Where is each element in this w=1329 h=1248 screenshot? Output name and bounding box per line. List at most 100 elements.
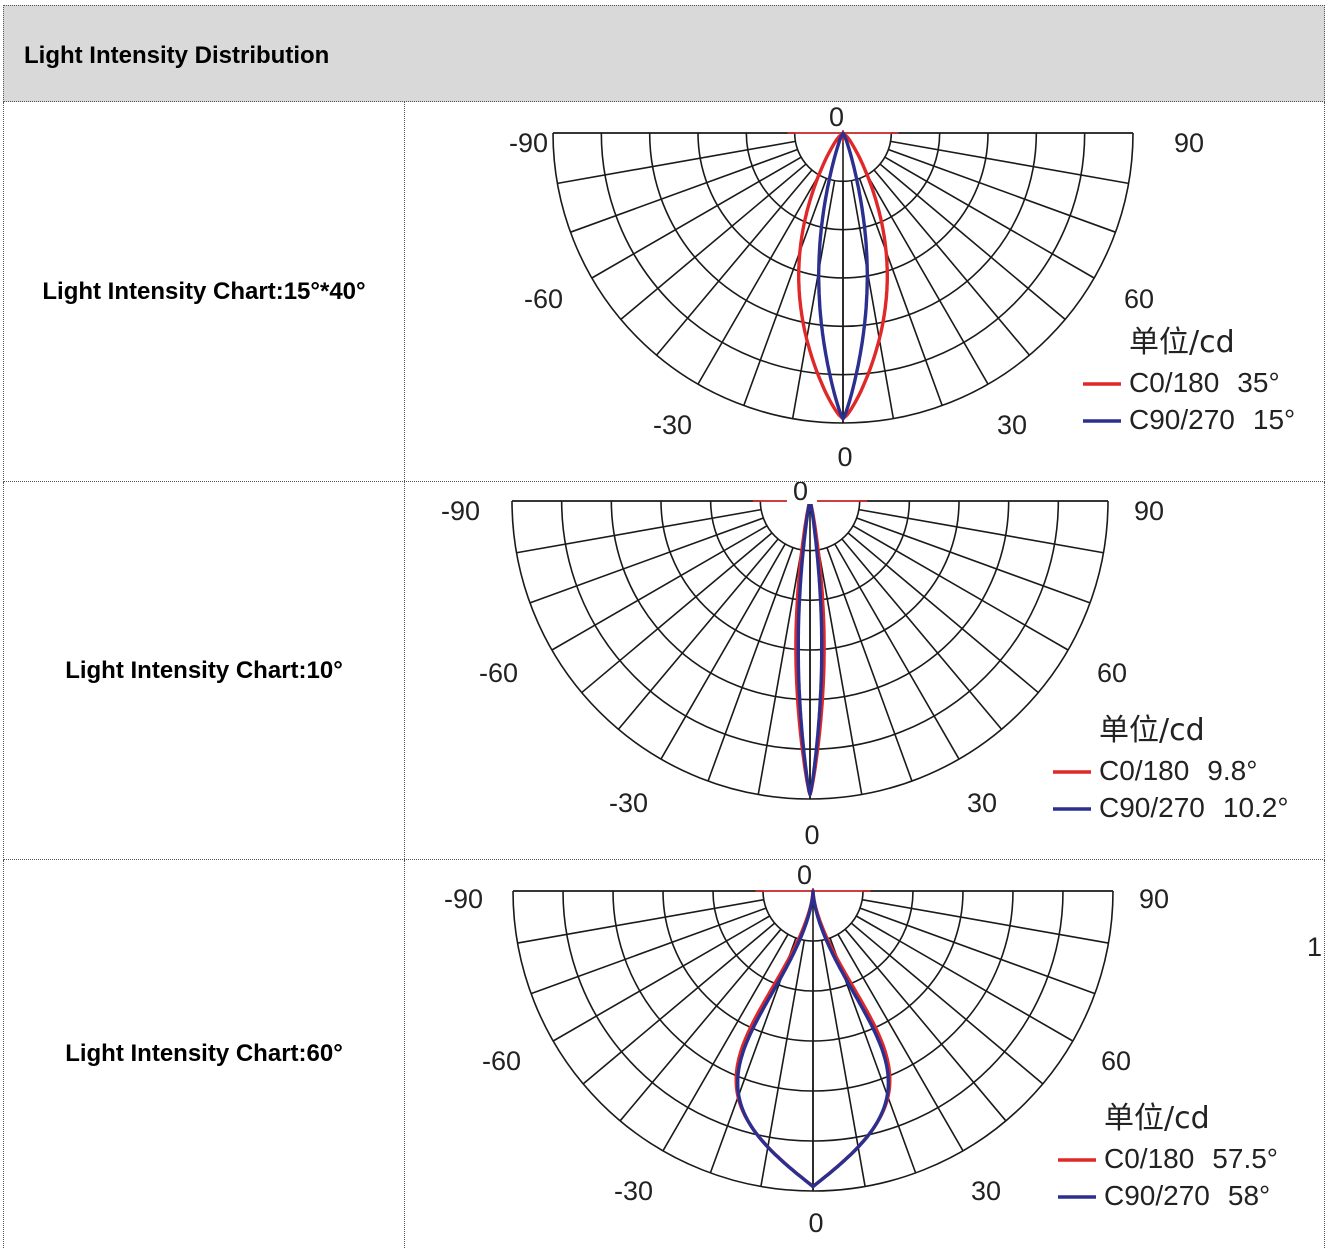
angle-label-0-top: 0 <box>797 860 812 890</box>
grid-spoke <box>817 549 863 795</box>
angle-label-30: 30 <box>971 1176 1001 1206</box>
angle-label-60: 60 <box>1101 1046 1131 1076</box>
row-label: Light Intensity Chart:10° <box>65 656 343 684</box>
angle-label-90: 90 <box>1139 884 1169 914</box>
legend-entry-1: C90/270 15° <box>1129 404 1295 435</box>
table-row: Light Intensity Chart:10° -90 -60 -30 0 30 60… <box>3 482 1325 860</box>
top-label-backing <box>823 102 853 130</box>
cell-divider <box>404 860 405 1248</box>
grid-spoke <box>552 915 771 1042</box>
grid-spoke <box>856 517 1091 604</box>
row-label: Light Intensity Chart:15°*40° <box>42 277 366 305</box>
grid-spoke <box>862 898 1109 944</box>
grid-spoke <box>858 508 1104 554</box>
polar-grid <box>511 500 1109 800</box>
angle-label-30: 30 <box>967 788 997 818</box>
grid-spoke <box>743 178 828 406</box>
legend-beam-angle: 15° <box>1253 404 1295 435</box>
angle-label-minus-60: -60 <box>482 1046 521 1076</box>
grid-spoke <box>655 169 813 356</box>
side-mark: 1 <box>1307 932 1322 962</box>
grid-spoke <box>530 907 767 995</box>
grid-spoke <box>847 532 1039 694</box>
angle-label-minus-90: -90 <box>444 884 483 914</box>
angle-label-0-bottom: 0 <box>837 442 852 472</box>
polar-grid <box>512 890 1114 1192</box>
legend-series-name: C90/270 <box>1104 1180 1210 1211</box>
cell-divider <box>404 482 405 859</box>
grid-spoke <box>516 508 762 554</box>
legend-beam-angle: 58° <box>1228 1180 1270 1211</box>
top-label-backing <box>787 482 817 504</box>
grid-spoke <box>582 922 776 1085</box>
legend-beam-angle: 57.5° <box>1212 1143 1278 1174</box>
angle-label-60: 60 <box>1097 658 1127 688</box>
grid-spoke <box>884 156 1095 279</box>
grid-spoke <box>551 525 768 651</box>
angle-label-90: 90 <box>1134 496 1164 526</box>
legend-beam-angle: 35° <box>1237 367 1279 398</box>
grid-spoke <box>841 538 1003 730</box>
angle-label-minus-30: -30 <box>614 1176 653 1206</box>
grid-spoke <box>617 538 779 730</box>
grid-spoke <box>517 898 764 944</box>
polar-grid <box>552 132 1134 424</box>
grid-spoke <box>791 180 836 419</box>
angle-label-60: 60 <box>1124 284 1154 314</box>
top-label-backing <box>791 860 821 888</box>
legend-entry-1: C90/270 58° <box>1104 1180 1270 1211</box>
polar-chart-15x40: -90 -60 -30 0 30 60 90 0 单位/cd C0/180 35°C90/270 15… <box>509 102 1295 472</box>
legend-entry-0: C0/180 9.8° <box>1099 755 1257 786</box>
grid-spoke <box>757 549 803 795</box>
series-curve-c90-270 <box>736 889 890 1189</box>
grid-spoke <box>834 543 960 760</box>
angle-label-0-top: 0 <box>829 102 844 132</box>
legend-unit: 单位/cd <box>1099 713 1205 748</box>
grid-spoke <box>888 148 1116 233</box>
legend-beam-angle: 9.8° <box>1207 755 1257 786</box>
legend-series-name: C0/180 <box>1129 367 1219 398</box>
grid-spoke <box>697 174 820 385</box>
grid-spoke <box>826 547 913 782</box>
grid-spoke <box>850 180 895 419</box>
legend-entry-0: C0/180 57.5° <box>1104 1143 1278 1174</box>
legend-series-name: C0/180 <box>1099 755 1189 786</box>
table-row: Light Intensity Chart:60° -90 -60 -30 0 30 60… <box>3 860 1325 1248</box>
grid-spoke <box>844 928 1007 1122</box>
legend-series-name: C90/270 <box>1129 404 1235 435</box>
grid-spoke <box>707 547 794 782</box>
angle-label-0-top: 0 <box>793 482 808 506</box>
angle-label-minus-60: -60 <box>479 658 518 688</box>
grid-spoke <box>879 163 1066 321</box>
grid-spoke <box>890 140 1129 185</box>
grid-spoke <box>850 922 1044 1085</box>
legend-series-name: C0/180 <box>1104 1143 1194 1174</box>
angle-label-minus-30: -30 <box>653 410 692 440</box>
table-row: Light Intensity Chart:15°*40° -90 -60 -30 0… <box>3 102 1325 482</box>
legend-entry-0: C0/180 35° <box>1129 367 1280 398</box>
table-header: Light Intensity Distribution <box>3 5 1325 102</box>
angle-label-minus-90: -90 <box>509 128 548 158</box>
legend-unit: 单位/cd <box>1104 1101 1210 1136</box>
angle-label-minus-60: -60 <box>524 284 563 314</box>
angle-label-0-bottom: 0 <box>808 1208 823 1238</box>
angle-label-90: 90 <box>1174 128 1204 158</box>
angle-label-minus-30: -30 <box>609 788 648 818</box>
grid-spoke <box>660 543 786 760</box>
grid-spoke <box>619 928 782 1122</box>
row-label: Light Intensity Chart:60° <box>65 1040 343 1067</box>
grid-spoke <box>529 517 764 604</box>
grid-spoke <box>662 933 789 1152</box>
grid-spoke <box>581 532 773 694</box>
legend-unit: 单位/cd <box>1129 325 1235 360</box>
angle-label-30: 30 <box>997 410 1027 440</box>
grid-spoke <box>855 915 1074 1042</box>
grid-spoke <box>591 156 802 279</box>
series-curve-c90-270 <box>796 499 824 797</box>
cell-divider <box>404 102 405 481</box>
angle-label-0-bottom: 0 <box>804 820 819 850</box>
grid-spoke <box>873 169 1031 356</box>
grid-spoke <box>859 907 1096 995</box>
